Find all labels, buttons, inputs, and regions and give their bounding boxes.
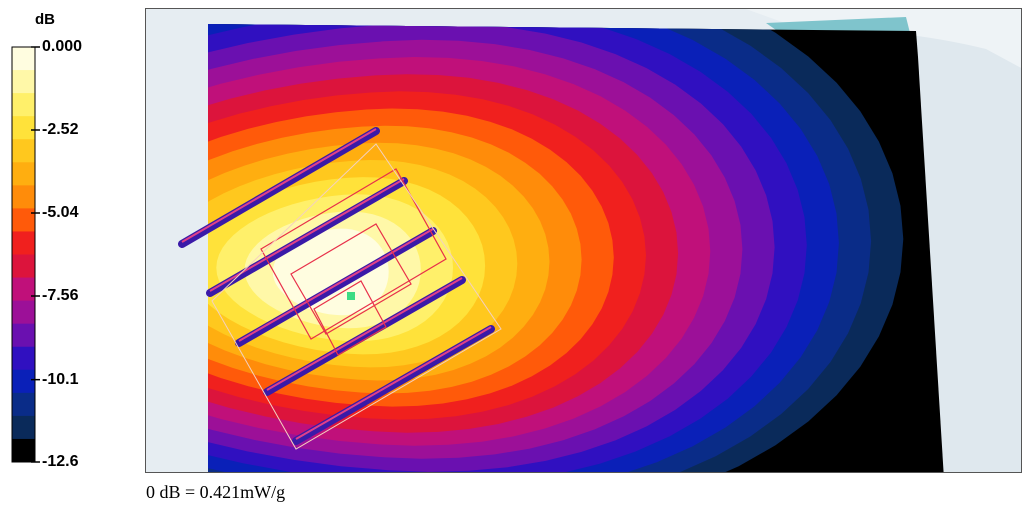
antenna-outline-rect (260, 168, 447, 340)
colorbar-band (12, 438, 35, 463)
peak-marker (347, 292, 355, 300)
antenna-board-outline (211, 143, 502, 450)
antenna-rod (235, 227, 437, 347)
antenna-outline-rect (313, 280, 387, 356)
colorbar-tick-label: -12.6 (42, 453, 79, 470)
colorbar-tick-label: -5.04 (42, 204, 79, 221)
colorbar-tick-label: 0.000 (42, 38, 83, 55)
colorbar-band (12, 116, 35, 140)
colorbar-band (12, 93, 35, 117)
colorbar-band (12, 254, 35, 279)
colorbar-band (12, 47, 35, 71)
antenna-rod (263, 276, 466, 396)
colorbar-band (12, 300, 35, 325)
colorbar-band (12, 392, 35, 417)
colorbar-band (12, 162, 35, 186)
colorbar-band (12, 231, 35, 255)
heatmap-canvas (178, 9, 1021, 472)
colorbar-band (12, 415, 35, 440)
colorbar-band (12, 369, 35, 394)
antenna-rod-highlight (266, 277, 463, 391)
antenna-outline-rect (290, 223, 412, 335)
colorbar-legend: dB 0.000 -2.52 -5.04 -7.56 -10.1 -12.6 (0, 0, 130, 480)
colorbar-band (12, 277, 35, 302)
reference-value-note: 0 dB = 0.421mW/g (146, 482, 286, 502)
colorbar-band (12, 323, 35, 348)
phantom-background-shape (476, 9, 1021, 472)
colorbar-band (12, 346, 35, 371)
antenna-outline (178, 127, 502, 450)
colorbar-frame (11, 46, 36, 463)
antenna-rod-highlight (181, 128, 377, 243)
antenna-rod-highlight (295, 326, 492, 440)
colorbar-band (12, 139, 35, 163)
colorbar-unit-label: dB (35, 11, 55, 28)
colorbar-gradient (11, 46, 40, 463)
contour-bands (208, 24, 944, 472)
antenna-rod (206, 177, 408, 297)
colorbar-band (12, 208, 35, 232)
colorbar-band (12, 185, 35, 209)
sar-heatmap-plot (145, 8, 1022, 473)
antenna-rod-highlight (238, 228, 434, 342)
colorbar-band (12, 70, 35, 94)
colorbar-tick-label: -7.56 (42, 287, 79, 304)
antenna-rod (178, 127, 380, 248)
colorbar-tick-label: -2.52 (42, 121, 79, 138)
antenna-rod (292, 325, 495, 445)
colorbar-tick-label: -10.1 (42, 370, 79, 388)
